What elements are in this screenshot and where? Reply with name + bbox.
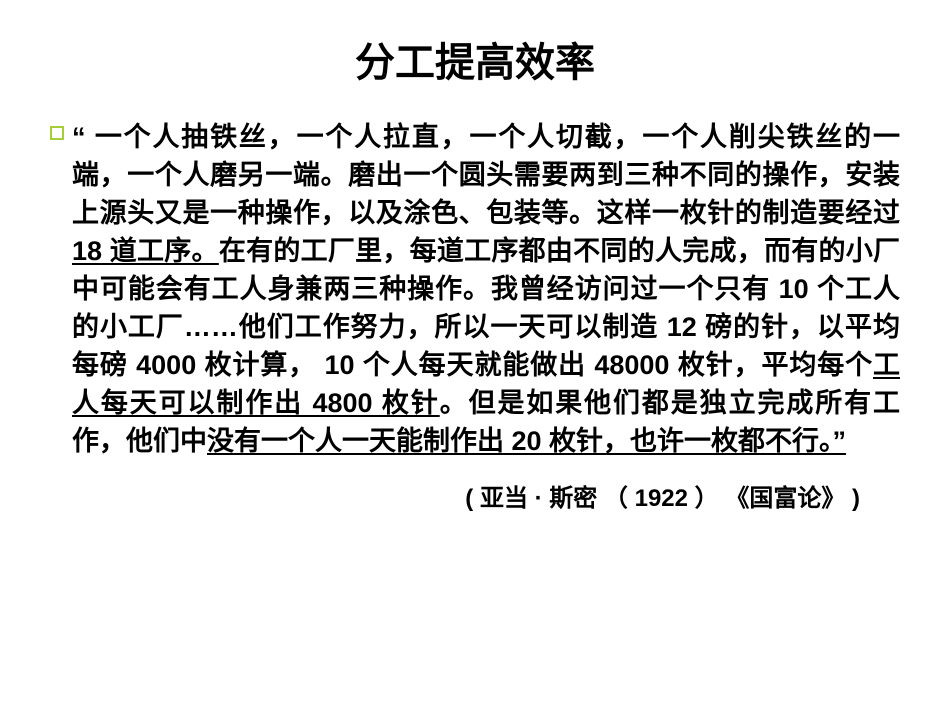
bullet-item: “ 一个人抽铁丝，一个人拉直，一个人切截，一个人削尖铁丝的一端，一个人磨另一端。… <box>50 118 900 460</box>
body-segment-0: 一个人抽铁丝，一个人拉直，一个人切截，一个人削尖铁丝的一端，一个人磨另一端。磨出… <box>72 122 900 228</box>
slide-title: 分工提高效率 <box>50 30 900 88</box>
body-paragraph: “ 一个人抽铁丝，一个人拉直，一个人切截，一个人削尖铁丝的一端，一个人磨另一端。… <box>72 118 900 460</box>
citation-text: ( 亚当 · 斯密 （ 1922 ） 《国富论》 ) <box>50 478 900 513</box>
open-quote: “ <box>72 122 86 152</box>
body-segment-5: 没有一个人一天能制作出 20 枚针，也许一枚都不行。” <box>207 426 846 456</box>
square-bullet-icon <box>50 126 72 140</box>
slide-container: 分工提高效率 “ 一个人抽铁丝，一个人拉直，一个人切截，一个人削尖铁丝的一端，一… <box>0 0 950 713</box>
body-segment-1: 18 道工序。 <box>72 236 219 266</box>
